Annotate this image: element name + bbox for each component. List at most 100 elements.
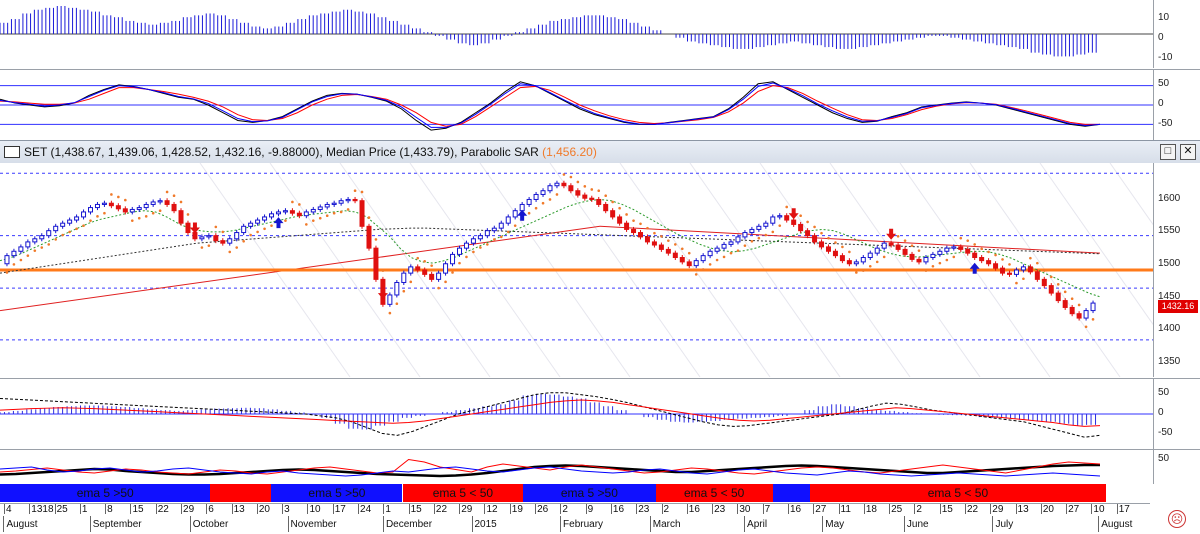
sar-dot	[144, 215, 148, 218]
candle-body	[1006, 272, 1012, 275]
candle-body	[415, 266, 421, 271]
sar-dot	[562, 173, 566, 176]
month-label: August	[1101, 519, 1133, 530]
date-tick	[484, 504, 486, 514]
date-tick	[813, 504, 815, 514]
sar-value: (1,456.20)	[542, 145, 597, 159]
sar-dot	[137, 216, 141, 220]
day-label: 29	[992, 504, 1004, 515]
sar-dot	[861, 269, 865, 272]
candle-body	[53, 225, 59, 232]
month-label: August	[6, 519, 38, 530]
date-tick	[535, 504, 537, 514]
sar-dot	[54, 238, 57, 241]
sar-dot	[855, 271, 858, 274]
sar-dot	[785, 205, 789, 209]
candle-body	[693, 260, 699, 267]
candle-body	[269, 213, 275, 218]
price-panel: 1600 1550 1500 1450 1400 1350 1432.16	[0, 163, 1200, 377]
ema-band-segment	[772, 484, 811, 502]
candle-body	[443, 263, 449, 274]
candle-body	[665, 248, 671, 254]
candle-body	[359, 200, 365, 227]
month-tick	[287, 516, 289, 532]
macd-line-0	[0, 392, 1101, 438]
adx-axis: 50	[1153, 450, 1200, 484]
sar-dot	[827, 236, 830, 240]
candle-body	[136, 207, 142, 210]
candle-body	[150, 201, 156, 205]
sar-dot	[381, 269, 385, 272]
sell-arrow-icon	[788, 208, 799, 220]
date-tick	[433, 504, 435, 514]
sar-dot	[221, 230, 225, 234]
candle-body	[658, 244, 664, 250]
candle-body	[902, 248, 908, 255]
month-tick	[992, 516, 994, 532]
price-axis: 1600 1550 1500 1450 1400 1350 1432.16	[1153, 163, 1200, 377]
candle-body	[317, 206, 323, 210]
sar-dot	[305, 223, 308, 226]
stochastic-line-2	[0, 82, 1101, 128]
candle-body	[178, 210, 184, 224]
candle-body	[463, 242, 469, 249]
axis-tick-label: 0	[1158, 32, 1164, 43]
sad-face-icon[interactable]: ☹	[1168, 510, 1186, 528]
sar-dot	[486, 243, 489, 246]
sar-dot	[1049, 275, 1053, 279]
candle-body	[805, 230, 811, 237]
day-label: 27	[815, 504, 827, 515]
close-button[interactable]: ✕	[1180, 144, 1196, 160]
sar-dot	[291, 200, 294, 204]
day-label: 2	[663, 504, 670, 515]
sar-dot	[1001, 258, 1004, 261]
sar-dot	[667, 239, 670, 242]
sar-dot	[311, 219, 315, 222]
sar-dot	[1036, 261, 1039, 265]
adx-line-2	[0, 466, 1101, 477]
candle-body	[784, 215, 790, 221]
candle-body	[554, 182, 560, 187]
axis-tick-label: -50	[1158, 427, 1173, 438]
day-label: 15	[410, 504, 422, 515]
sar-dot	[1043, 269, 1046, 272]
candle-body	[763, 222, 769, 227]
sar-dot	[214, 225, 218, 229]
candle-body	[234, 232, 240, 240]
ema-band-segment: ema 5 < 50	[402, 484, 525, 502]
sar-dot	[458, 261, 461, 265]
price-panel-title: SET (1,438.67, 1,439.06, 1,428.52, 1,432…	[24, 145, 597, 159]
sar-dot	[96, 215, 99, 218]
candle-body	[157, 200, 163, 203]
month-tick	[744, 516, 746, 532]
candle-body	[498, 222, 504, 229]
maximize-button[interactable]: □	[1160, 144, 1176, 160]
sar-dot	[1084, 325, 1088, 329]
month-label: March	[652, 519, 681, 530]
date-tick	[990, 504, 992, 514]
ema-band-segment: ema 5 < 50	[809, 484, 1108, 502]
date-tick	[1091, 504, 1093, 514]
candle-body	[526, 198, 532, 205]
day-label: 2	[916, 504, 922, 515]
date-tick	[1040, 504, 1042, 514]
sar-dot	[263, 227, 266, 231]
ema-band-segment: ema 5 >50	[523, 484, 657, 502]
date-tick	[4, 504, 5, 514]
day-label: 1318	[31, 504, 54, 515]
month-label: 2015	[474, 519, 497, 530]
candle-body	[32, 238, 38, 243]
sar-dot	[597, 189, 601, 193]
sar-dot	[117, 195, 120, 199]
sar-dot	[409, 280, 413, 284]
day-label: 1	[385, 504, 391, 515]
axis-tick-label: 50	[1158, 78, 1170, 89]
price-panel-titlebar[interactable]: SET (1,438.67, 1,439.06, 1,428.52, 1,432…	[0, 140, 1200, 164]
candle-body	[456, 247, 462, 255]
candle-body	[770, 216, 776, 224]
sar-dot	[1091, 318, 1095, 321]
date-tick	[408, 504, 410, 514]
sar-dot	[653, 231, 656, 235]
sar-dot	[165, 190, 169, 194]
candle-body	[672, 252, 678, 259]
